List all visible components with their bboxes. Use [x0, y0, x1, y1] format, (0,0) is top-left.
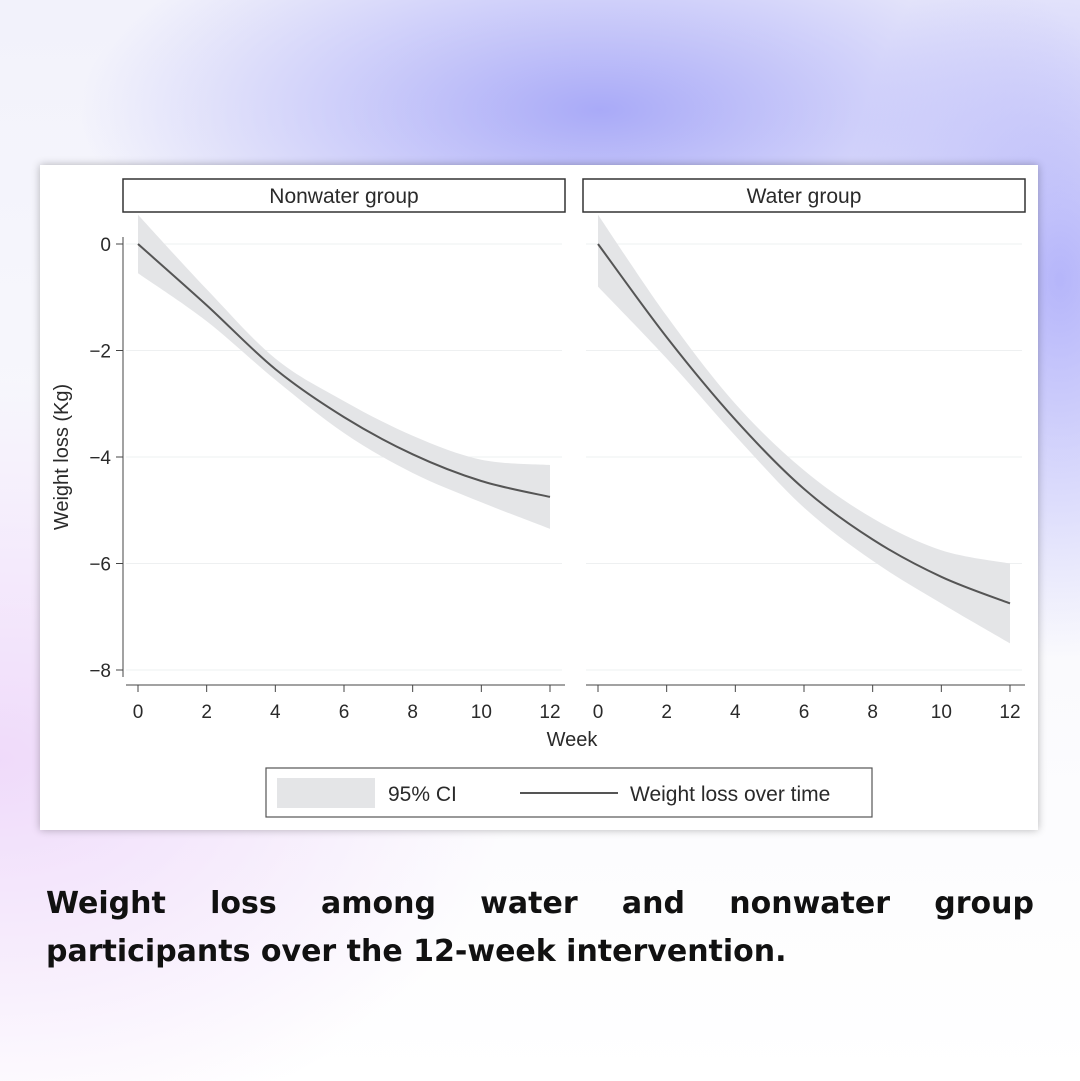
y-tick-label: −6	[89, 555, 111, 576]
series-line	[137, 243, 551, 498]
panel-title-strip	[122, 178, 566, 213]
x-tick-label: 12	[539, 702, 560, 723]
x-tick-label: 6	[339, 702, 350, 723]
x-tick-label: 8	[407, 702, 418, 723]
x-tick-label: 0	[593, 702, 604, 723]
legend-line-label: Weight loss over time	[630, 783, 830, 806]
legend-ci-label: 95% CI	[388, 783, 457, 806]
x-tick-label: 0	[133, 702, 144, 723]
x-tick-label: 8	[867, 702, 878, 723]
x-tick-label: 4	[730, 702, 741, 723]
legend-ci-swatch	[277, 778, 375, 808]
y-axis-label: Weight loss (Kg)	[51, 384, 73, 530]
x-axis-label: Week	[547, 729, 599, 751]
panel-title: Nonwater group	[269, 185, 418, 208]
x-tick-label: 12	[999, 702, 1020, 723]
ci-band	[138, 214, 550, 529]
x-tick-label: 10	[471, 702, 492, 723]
panel-title: Water group	[747, 185, 862, 208]
ci-band	[598, 214, 1010, 644]
x-tick-label: 6	[799, 702, 810, 723]
y-tick-label: −8	[89, 661, 111, 682]
figure-card: 0 −2 −4 −6 −8 Weight loss (Kg) Nonwater group 0…	[40, 165, 1038, 830]
series-line	[597, 243, 1011, 605]
y-tick-label: −4	[89, 448, 111, 469]
panel-title-strip	[582, 178, 1026, 213]
x-tick-label: 10	[931, 702, 952, 723]
x-tick-label: 2	[661, 702, 672, 723]
figure-caption: Weight loss among water and nonwater gro…	[46, 886, 1034, 969]
chart: 0 −2 −4 −6 −8 Weight loss (Kg) Nonwater group 0…	[51, 178, 1026, 818]
x-tick-label: 2	[201, 702, 212, 723]
y-tick-label: −2	[89, 342, 111, 363]
y-tick-label: 0	[100, 235, 111, 256]
x-tick-label: 4	[270, 702, 281, 723]
